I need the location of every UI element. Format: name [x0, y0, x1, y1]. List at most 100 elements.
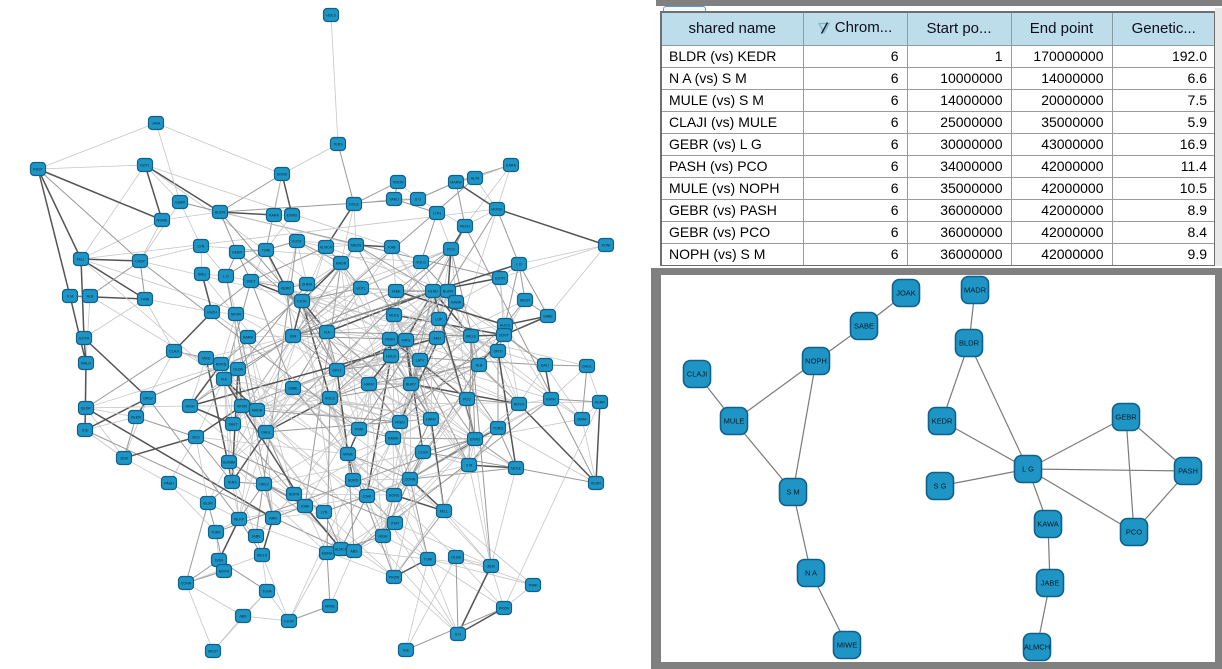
network-node-n-a[interactable]: N A — [796, 558, 826, 588]
network-node[interactable]: MANI — [573, 411, 591, 427]
network-node[interactable]: LYN — [192, 238, 210, 254]
network-node[interactable]: VYAT — [386, 515, 404, 531]
column-header-endpoint[interactable]: End point — [1010, 13, 1113, 46]
network-node[interactable]: ICE — [397, 642, 415, 658]
network-node[interactable]: S G — [449, 626, 467, 642]
network-node[interactable]: BUDN — [211, 204, 229, 220]
network-node-almch[interactable]: ALMCH — [1022, 632, 1052, 662]
column-header-genetic[interactable]: Genetic... — [1111, 13, 1214, 46]
network-node[interactable]: SILE — [187, 429, 205, 445]
network-node[interactable]: BALI — [536, 357, 554, 373]
table-row[interactable]: MULE (vs) NOPH 6 35000000 42000000 10.5 — [662, 176, 1214, 200]
table-row[interactable]: MULE (vs) S M 6 14000000 20000000 7.5 — [662, 88, 1214, 112]
network-edge[interactable] — [792, 360, 817, 493]
network-node[interactable]: NFOR — [233, 398, 251, 414]
network-node[interactable]: SUMBA — [220, 454, 238, 470]
network-node-joak[interactable]: JOAK — [891, 278, 921, 308]
column-header-chrom[interactable]: Chrom... — [802, 13, 908, 46]
network-node[interactable]: NOPH — [215, 563, 233, 579]
network-node[interactable]: S M — [61, 288, 79, 304]
network-node[interactable]: OLDB — [447, 549, 465, 565]
table-row[interactable]: GEBR (vs) L G 6 30000000 43000000 16.9 — [662, 132, 1214, 156]
network-node[interactable]: TUVA — [258, 583, 276, 599]
network-node[interactable]: KUST — [288, 233, 306, 249]
network-node[interactable]: FELL — [72, 251, 90, 267]
network-node[interactable]: GOTL — [352, 280, 370, 296]
network-edge[interactable] — [1027, 416, 1127, 470]
table-row[interactable]: BLDR (vs) KEDR 6 1 170000000 192.0 — [662, 44, 1214, 68]
network-node[interactable]: ICE — [76, 422, 94, 438]
table-row[interactable]: CLAJI (vs) MULE 6 25000000 35000000 5.9 — [662, 110, 1214, 134]
table-row[interactable]: GEBR (vs) PASH 6 36000000 42000000 8.9 — [662, 198, 1214, 222]
network-node[interactable]: AKH — [428, 330, 446, 346]
network-node[interactable]: HANV — [422, 411, 440, 427]
network-node[interactable]: MULE — [385, 307, 403, 323]
network-node[interactable]: BLDR — [77, 400, 95, 416]
network-node[interactable]: N A — [318, 324, 336, 340]
network-node[interactable]: VOLG — [321, 390, 339, 406]
network-node-pash[interactable]: PASH — [1173, 456, 1203, 486]
network-node-miwe[interactable]: MIWE — [832, 630, 862, 660]
network-node[interactable]: ESTN — [491, 270, 509, 286]
network-node[interactable]: ABS — [345, 543, 363, 559]
network-node[interactable]: BLDR — [199, 495, 217, 511]
network-node[interactable]: HOLS — [322, 7, 340, 23]
network-node[interactable]: MURA — [318, 545, 336, 561]
network-node[interactable]: MEZN — [347, 237, 365, 253]
network-node[interactable]: JABE — [387, 283, 405, 299]
network-node[interactable]: HOLS — [382, 348, 400, 364]
network-node[interactable]: WEST — [516, 292, 534, 308]
network-node[interactable]: MULE — [507, 460, 525, 476]
network-node[interactable]: LATV — [411, 352, 429, 368]
network-node-sabe[interactable]: SABE — [849, 311, 879, 341]
network-node-noph[interactable]: NOPH — [801, 346, 831, 376]
network-node[interactable]: NORD — [344, 472, 362, 488]
network-node[interactable]: SPITI — [489, 343, 507, 359]
main-network-view[interactable]: HOLS JAVA RUST GOTL DONS GEBR BUDN KARA EXMO NSWE… — [0, 0, 656, 669]
network-node[interactable]: WELS — [253, 547, 271, 563]
network-node[interactable]: PECH — [456, 218, 474, 234]
network-node[interactable]: VOLG — [412, 254, 430, 270]
network-node[interactable]: WEST — [204, 643, 222, 659]
network-node[interactable]: CASP — [131, 253, 149, 269]
network-node-l-g[interactable]: L G — [1013, 454, 1043, 484]
network-node[interactable]: DONS — [385, 487, 403, 503]
column-header-startpo[interactable]: Start po... — [906, 13, 1012, 46]
network-node[interactable]: ALTA — [466, 170, 484, 186]
network-node-madr[interactable]: MADR — [960, 275, 990, 305]
network-node[interactable]: TAVD — [197, 350, 215, 366]
network-node[interactable]: KERR — [591, 394, 609, 410]
network-node[interactable]: FJOR — [280, 613, 298, 629]
network-node[interactable]: DONS — [273, 166, 291, 182]
network-node[interactable]: HANV — [360, 376, 378, 392]
network-node[interactable]: FRED — [391, 414, 409, 430]
network-node[interactable]: NLND — [424, 283, 442, 299]
network-node[interactable]: HIGH — [374, 528, 392, 544]
network-node[interactable]: SOVT — [495, 327, 513, 343]
network-node[interactable]: N A — [215, 371, 233, 387]
network-edge[interactable] — [941, 420, 1029, 470]
table-row[interactable]: N A (vs) S M 6 10000000 14000000 6.6 — [662, 66, 1214, 90]
network-node-jabe[interactable]: JABE — [1035, 568, 1065, 598]
network-node[interactable]: LITH — [428, 205, 446, 221]
network-node[interactable]: GOTL — [136, 157, 154, 173]
network-node[interactable]: TORI — [257, 242, 275, 258]
network-node[interactable]: DON — [210, 552, 228, 568]
network-node[interactable]: KAWA — [447, 294, 465, 310]
network-node[interactable]: PCO — [442, 241, 460, 257]
network-edge[interactable] — [968, 342, 1029, 470]
network-node[interactable]: MIWE — [339, 446, 357, 462]
network-node[interactable]: CONN — [401, 471, 419, 487]
network-node[interactable]: ZEM — [482, 558, 500, 574]
network-node[interactable]: LYN — [315, 504, 333, 520]
network-edge[interactable] — [1027, 468, 1189, 472]
network-node[interactable]: FELL — [435, 503, 453, 519]
network-node[interactable]: KARA — [265, 207, 283, 223]
network-node[interactable]: PASH — [160, 475, 178, 491]
network-node[interactable]: S M — [460, 457, 478, 473]
network-node[interactable]: TORI — [419, 551, 437, 567]
network-edge[interactable] — [1125, 416, 1135, 533]
network-node[interactable]: KONI — [597, 237, 615, 253]
table-row[interactable]: PASH (vs) PCO 6 34000000 42000000 11.4 — [662, 154, 1214, 178]
network-node-claji[interactable]: CLAJI — [682, 359, 712, 389]
